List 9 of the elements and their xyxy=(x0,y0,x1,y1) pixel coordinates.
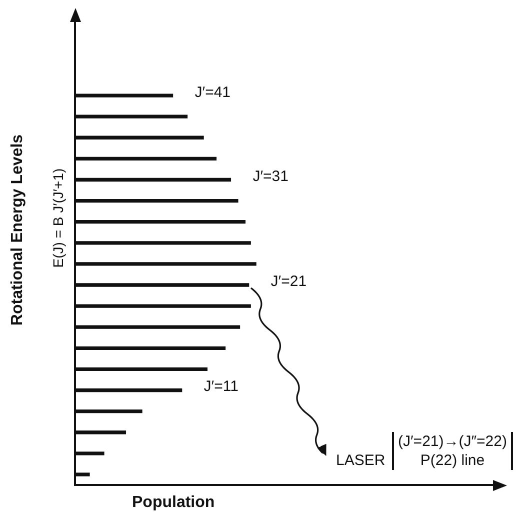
x-axis-title: Population xyxy=(132,494,215,512)
annotation: J′=41 xyxy=(194,84,231,101)
annotation: J′=11 xyxy=(204,378,238,396)
text: E(J) = B J′(J′+1) xyxy=(50,168,66,268)
text: LASER xyxy=(336,452,386,469)
text: (J′=21)→(J″=22) P(22) line xyxy=(398,432,507,470)
y-axis-title: Rotational Energy Levels xyxy=(9,134,27,326)
text: J′=21 xyxy=(270,273,307,290)
annotation: J′=31 xyxy=(252,168,288,185)
